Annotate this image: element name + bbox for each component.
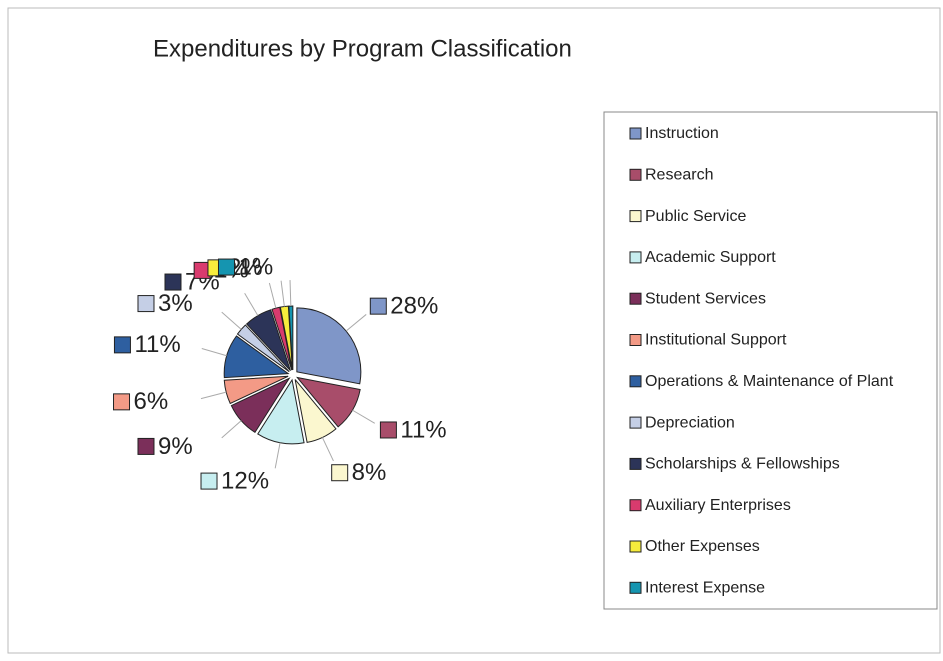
- chart-frame: [7, 7, 941, 654]
- legend-label: Institutional Support: [645, 332, 787, 349]
- legend-swatch: [629, 499, 642, 512]
- pie-slice: [296, 376, 361, 428]
- pie-slice: [296, 307, 362, 385]
- legend-swatch: [629, 210, 642, 223]
- legend-label: Public Service: [645, 208, 746, 225]
- leader-line: [200, 391, 227, 400]
- legend-swatch: [629, 540, 642, 553]
- data-label: 11%: [134, 331, 180, 358]
- legend-label: Depreciation: [645, 414, 735, 431]
- leader-line: [321, 437, 334, 462]
- legend-swatch: [629, 168, 642, 181]
- label-swatch: [113, 393, 131, 411]
- leader-line: [345, 314, 367, 332]
- label-swatch: [379, 421, 397, 439]
- leader-line: [289, 280, 292, 307]
- legend-label: Scholarships & Fellowships: [645, 456, 840, 473]
- leader-line: [221, 311, 242, 330]
- label-swatch: [164, 273, 182, 291]
- label-swatch: [331, 464, 349, 482]
- label-swatch: [217, 258, 235, 276]
- label-swatch: [137, 295, 155, 313]
- data-label: 9%: [158, 433, 193, 460]
- legend-swatch: [629, 457, 642, 470]
- legend-swatch: [629, 375, 642, 388]
- label-swatch: [200, 472, 218, 490]
- data-label: 1%: [238, 253, 273, 280]
- label-swatch: [369, 297, 387, 315]
- data-label: 6%: [134, 388, 169, 415]
- data-label: 28%: [390, 293, 438, 320]
- legend-swatch: [629, 334, 642, 346]
- label-swatch: [113, 336, 131, 354]
- legend-swatch: [629, 416, 642, 429]
- data-label: 11%: [400, 416, 446, 443]
- legend-swatch: [629, 292, 642, 305]
- leader-line: [280, 280, 285, 307]
- legend-label: Other Expenses: [645, 538, 760, 555]
- pie-slice: [223, 335, 290, 379]
- legend-label: Academic Support: [645, 249, 776, 266]
- pie-slice: [257, 378, 305, 445]
- chart-title: Expenditures by Program Classification: [153, 35, 572, 62]
- pie-slice: [294, 379, 337, 443]
- legend-label: Auxiliary Enterprises: [645, 497, 791, 514]
- leader-line: [244, 292, 259, 316]
- pie-slice: [230, 377, 291, 434]
- legend-swatch: [629, 251, 642, 264]
- pie-slice: [245, 309, 291, 372]
- leader-line: [201, 348, 227, 357]
- leader-line: [274, 442, 281, 469]
- label-swatch: [137, 437, 155, 455]
- leader-line: [352, 409, 376, 424]
- legend-swatch: [629, 127, 642, 140]
- legend-label: Instruction: [645, 125, 719, 142]
- legend-box: [603, 111, 938, 610]
- data-label: 3%: [158, 290, 193, 317]
- data-label: 8%: [352, 459, 387, 486]
- legend-label: Operations & Maintenance of Plant: [645, 373, 894, 390]
- data-label: 12%: [221, 467, 269, 494]
- leader-line: [268, 282, 277, 309]
- legend-label: Student Services: [645, 290, 766, 307]
- legend-label: Interest Expense: [645, 580, 765, 597]
- legend-label: Research: [645, 167, 713, 184]
- leader-line: [221, 420, 242, 439]
- legend-swatch: [629, 581, 642, 594]
